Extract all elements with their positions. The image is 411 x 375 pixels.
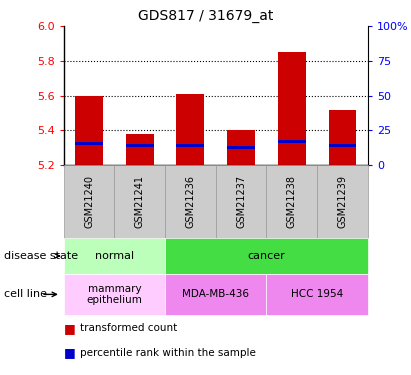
Text: cell line: cell line (4, 290, 47, 299)
Bar (227, 130, 255, 165)
Bar (176, 94, 204, 165)
Text: transformed count: transformed count (80, 323, 178, 333)
Text: normal: normal (95, 251, 134, 261)
Text: HCC 1954: HCC 1954 (291, 290, 343, 299)
Text: GSM21241: GSM21241 (135, 175, 145, 228)
Text: percentile rank within the sample: percentile rank within the sample (80, 348, 256, 357)
Bar (126, 134, 154, 165)
Text: GDS817 / 31679_at: GDS817 / 31679_at (138, 9, 273, 23)
Text: ■: ■ (64, 322, 76, 334)
Bar (176, 144, 204, 147)
Text: GSM21240: GSM21240 (84, 175, 94, 228)
Bar (328, 110, 356, 165)
Bar (75, 96, 103, 165)
Bar (278, 140, 306, 143)
Bar (126, 144, 154, 147)
Bar (227, 146, 255, 149)
Text: MDA-MB-436: MDA-MB-436 (182, 290, 249, 299)
Bar (75, 142, 103, 145)
Bar (278, 52, 306, 165)
Bar (328, 144, 356, 147)
Text: GSM21238: GSM21238 (287, 175, 297, 228)
Text: GSM21236: GSM21236 (185, 175, 195, 228)
Text: GSM21239: GSM21239 (337, 175, 347, 228)
Text: disease state: disease state (4, 251, 78, 261)
Text: GSM21237: GSM21237 (236, 175, 246, 228)
Text: cancer: cancer (247, 251, 285, 261)
Text: mammary
epithelium: mammary epithelium (86, 284, 142, 305)
Text: ■: ■ (64, 346, 76, 359)
